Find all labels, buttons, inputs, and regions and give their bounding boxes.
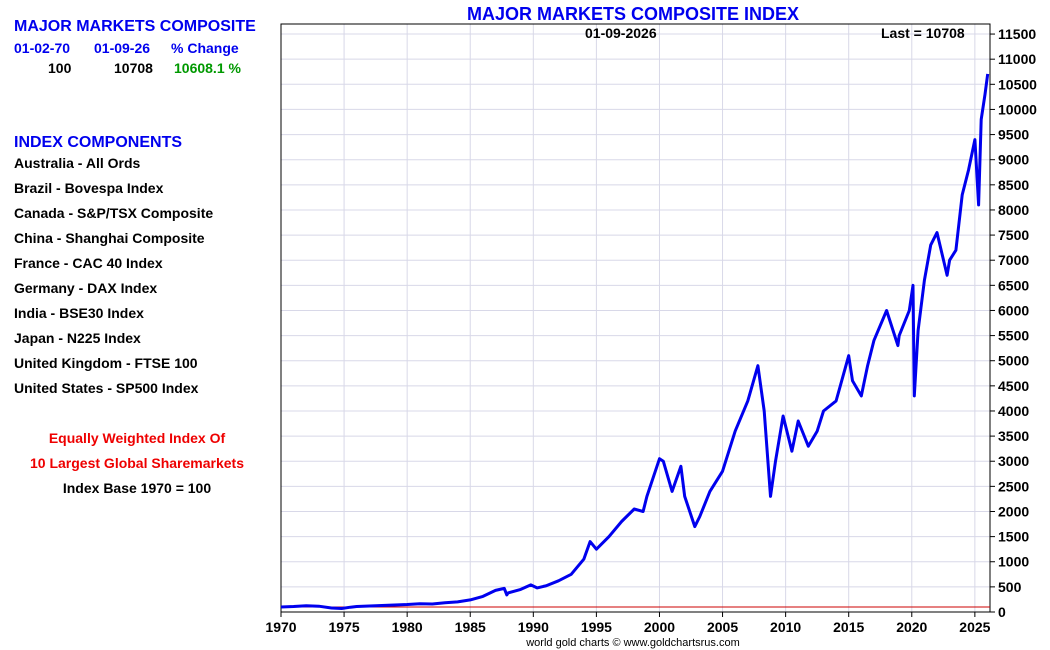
summary-end-date: 01-09-26 [94, 40, 151, 56]
x-tick-label: 1985 [455, 619, 486, 635]
component-item: France - CAC 40 Index [14, 255, 163, 271]
summary-change-label: % Change [171, 40, 239, 56]
components-title: INDEX COMPONENTS [14, 134, 183, 151]
plot-frame [280, 23, 991, 613]
summary-end-value: 10708 [114, 60, 153, 76]
y-tick-label: 5500 [998, 328, 1029, 344]
x-tick-label: 1970 [265, 619, 296, 635]
x-tick-label: 1975 [329, 619, 360, 635]
component-item: China - Shanghai Composite [14, 230, 205, 246]
x-tick-label: 2000 [644, 619, 675, 635]
x-tick-label: 1995 [581, 619, 612, 635]
x-tick-label: 1980 [392, 619, 423, 635]
note-line-2: 10 Largest Global Sharemarkets [30, 455, 244, 471]
summary-change-value: 10608.1 % [174, 60, 241, 76]
chart-title: MAJOR MARKETS COMPOSITE INDEX [466, 4, 800, 24]
summary-start-date: 01-02-70 [14, 40, 71, 56]
chart-date-label: 01-09-2026 [585, 25, 657, 41]
y-tick-label: 10500 [998, 76, 1037, 92]
y-tick-label: 3000 [998, 453, 1029, 469]
component-item: India - BSE30 Index [14, 305, 144, 321]
x-tick-label: 2005 [707, 619, 738, 635]
y-tick-label: 1500 [998, 529, 1029, 545]
y-tick-label: 0 [998, 604, 1006, 620]
chart-last-label: Last = 10708 [881, 25, 965, 41]
component-item: Japan - N225 Index [14, 330, 141, 346]
component-item: United Kingdom - FTSE 100 [14, 355, 198, 371]
component-item: Canada - S&P/TSX Composite [14, 205, 214, 221]
y-tick-label: 9500 [998, 127, 1029, 143]
y-tick-label: 6500 [998, 277, 1029, 293]
y-tick-label: 8500 [998, 177, 1029, 193]
y-tick-label: 1000 [998, 554, 1029, 570]
y-tick-label: 8000 [998, 202, 1029, 218]
component-item: United States - SP500 Index [14, 380, 199, 396]
y-tick-label: 7000 [998, 252, 1029, 268]
note-line-3: Index Base 1970 = 100 [62, 480, 212, 496]
x-tick-label: 2020 [896, 619, 927, 635]
component-item: Germany - DAX Index [14, 280, 158, 296]
credit-text: world gold charts © www.goldchartsrus.co… [526, 637, 740, 649]
x-tick-label: 2015 [833, 619, 864, 635]
y-tick-label: 2500 [998, 478, 1029, 494]
component-item: Brazil - Bovespa Index [14, 180, 164, 196]
y-tick-label: 6000 [998, 302, 1029, 318]
y-tick-label: 9000 [998, 152, 1029, 168]
y-tick-label: 2000 [998, 503, 1029, 519]
y-tick-label: 4000 [998, 403, 1029, 419]
y-tick-label: 11500 [998, 26, 1036, 42]
y-tick-label: 4500 [998, 378, 1029, 394]
series-line [280, 73, 990, 610]
component-item: Australia - All Ords [14, 155, 141, 171]
y-tick-label: 10000 [998, 101, 1037, 117]
summary-title: MAJOR MARKETS COMPOSITE [14, 18, 256, 35]
y-tick-label: 5000 [998, 353, 1029, 369]
x-tick-label: 2010 [770, 619, 801, 635]
note-line-1: Equally Weighted Index Of [48, 430, 226, 446]
y-tick-label: 3500 [998, 428, 1029, 444]
y-tick-label: 7500 [998, 227, 1029, 243]
x-tick-label: 2025 [959, 619, 990, 635]
summary-start-value: 100 [48, 60, 72, 76]
y-tick-label: 11000 [998, 51, 1036, 67]
x-tick-label: 1990 [518, 619, 549, 635]
y-tick-label: 500 [998, 579, 1022, 595]
